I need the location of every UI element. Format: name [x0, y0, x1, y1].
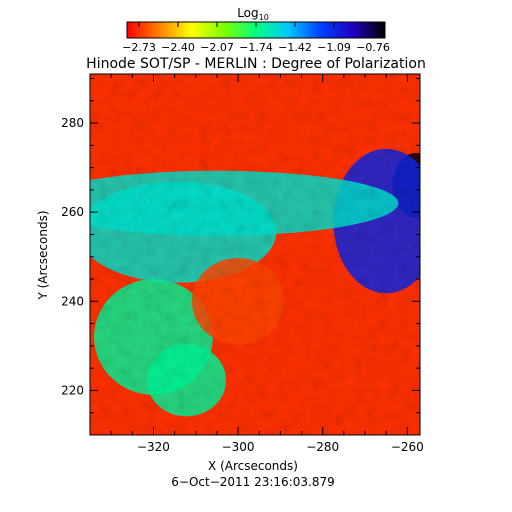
- chart-title: Hinode SOT/SP - MERLIN : Degree of Polar…: [86, 56, 426, 72]
- colorbar-tick-label: −1.09: [317, 41, 351, 54]
- y-axis-label: Y (Arcseconds): [36, 210, 50, 300]
- heatmap: [90, 74, 420, 435]
- colorbar-tick-label: −1.74: [239, 41, 273, 54]
- y-tick-label: 240: [61, 294, 84, 308]
- x-tick-label: −300: [222, 440, 255, 454]
- y-tick-label: 220: [61, 383, 84, 397]
- heatmap-texture: [90, 74, 420, 435]
- colorbar-tick-label: −2.40: [161, 41, 195, 54]
- colorbar-label: Log10: [237, 6, 269, 22]
- timestamp-footer: 6−Oct−2011 23:16:03.879: [171, 475, 334, 489]
- x-tick-label: −280: [306, 440, 339, 454]
- colorbar-tick-label: −0.76: [356, 41, 390, 54]
- y-tick-label: 280: [61, 116, 84, 130]
- plot-frame: [89, 73, 421, 436]
- colorbar-tick-label: −2.07: [200, 41, 234, 54]
- y-tick-label: 260: [61, 205, 84, 219]
- x-tick-label: −320: [137, 440, 170, 454]
- y-axis: 220 240 260 280: [61, 77, 420, 436]
- x-axis: −320 −300 −280 −260: [89, 74, 424, 454]
- colorbar-ticks: −2.73 −2.40 −2.07 −1.74 −1.42 −1.09 −0.76: [122, 22, 390, 54]
- colorbar-tick-label: −2.73: [122, 41, 156, 54]
- x-tick-label: −260: [391, 440, 424, 454]
- x-axis-label: X (Arcseconds): [208, 459, 298, 473]
- colorbar-tick-label: −1.42: [278, 41, 312, 54]
